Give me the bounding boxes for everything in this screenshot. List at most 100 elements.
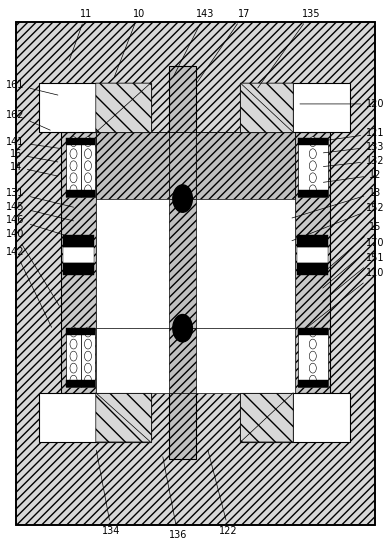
- Circle shape: [70, 351, 77, 361]
- Text: 110: 110: [300, 269, 384, 334]
- Circle shape: [84, 161, 91, 171]
- Text: 135: 135: [258, 9, 320, 88]
- Bar: [66, 328, 81, 387]
- Polygon shape: [96, 393, 151, 442]
- Bar: [39, 83, 151, 132]
- Bar: [297, 235, 328, 247]
- Text: 146: 146: [7, 215, 66, 235]
- Bar: [196, 132, 295, 199]
- Bar: [240, 393, 350, 442]
- Bar: [96, 393, 151, 442]
- Text: 15: 15: [323, 222, 382, 274]
- Bar: [240, 83, 350, 132]
- Text: 142: 142: [6, 247, 52, 327]
- Text: 141: 141: [7, 137, 60, 148]
- Bar: [66, 190, 81, 197]
- Text: 11: 11: [69, 9, 92, 60]
- Circle shape: [309, 351, 316, 361]
- Circle shape: [70, 375, 77, 385]
- Bar: [81, 328, 95, 335]
- Bar: [63, 247, 94, 263]
- Circle shape: [173, 315, 192, 342]
- Text: 170: 170: [323, 238, 385, 288]
- Circle shape: [84, 375, 91, 385]
- Text: 145: 145: [6, 202, 74, 221]
- Text: 122: 122: [208, 450, 238, 536]
- Bar: [96, 328, 169, 393]
- Circle shape: [309, 327, 316, 337]
- Bar: [297, 247, 328, 263]
- Text: 162: 162: [6, 110, 50, 130]
- Bar: [96, 83, 151, 132]
- Circle shape: [309, 375, 316, 385]
- Text: 16: 16: [9, 149, 58, 162]
- Circle shape: [70, 137, 77, 147]
- Circle shape: [84, 149, 91, 159]
- Bar: [96, 199, 295, 328]
- Bar: [61, 132, 96, 393]
- Text: 133: 133: [323, 142, 384, 153]
- Circle shape: [84, 339, 91, 349]
- Text: 17: 17: [197, 9, 251, 83]
- Bar: [169, 66, 196, 459]
- Circle shape: [70, 339, 77, 349]
- Bar: [81, 138, 95, 145]
- Bar: [66, 138, 81, 197]
- Text: 120: 120: [300, 99, 385, 109]
- Circle shape: [309, 137, 316, 147]
- Polygon shape: [240, 393, 293, 442]
- Text: 151: 151: [323, 253, 385, 301]
- Circle shape: [309, 185, 316, 195]
- Bar: [81, 190, 95, 197]
- Bar: [96, 328, 295, 393]
- Bar: [39, 393, 151, 442]
- Circle shape: [309, 149, 316, 159]
- Text: 136: 136: [163, 457, 187, 540]
- Circle shape: [84, 173, 91, 183]
- Text: 12: 12: [323, 170, 382, 182]
- Bar: [96, 132, 169, 199]
- Text: 14: 14: [9, 162, 58, 176]
- Bar: [240, 83, 293, 132]
- Polygon shape: [96, 83, 151, 132]
- Bar: [81, 380, 95, 387]
- Bar: [298, 328, 328, 387]
- Bar: [81, 138, 95, 197]
- Text: 121: 121: [323, 129, 385, 141]
- Bar: [196, 328, 295, 393]
- Text: 161: 161: [7, 80, 58, 95]
- Circle shape: [84, 363, 91, 373]
- Bar: [297, 263, 328, 275]
- Circle shape: [309, 161, 316, 171]
- Text: 10: 10: [115, 9, 145, 77]
- Bar: [169, 328, 196, 393]
- Text: 152: 152: [292, 203, 385, 241]
- Circle shape: [84, 327, 91, 337]
- Bar: [298, 380, 328, 387]
- Polygon shape: [240, 83, 293, 132]
- Bar: [298, 138, 328, 145]
- Text: 143: 143: [173, 9, 214, 77]
- Bar: [169, 199, 196, 328]
- Text: 134: 134: [96, 450, 120, 536]
- Circle shape: [70, 149, 77, 159]
- Text: 140: 140: [7, 229, 59, 306]
- Circle shape: [70, 173, 77, 183]
- Circle shape: [309, 339, 316, 349]
- Bar: [298, 190, 328, 197]
- Circle shape: [84, 351, 91, 361]
- Circle shape: [70, 327, 77, 337]
- Circle shape: [70, 185, 77, 195]
- Bar: [240, 393, 293, 442]
- Text: 13: 13: [292, 188, 382, 218]
- Circle shape: [84, 137, 91, 147]
- Circle shape: [70, 363, 77, 373]
- Bar: [298, 138, 328, 197]
- Circle shape: [309, 173, 316, 183]
- Bar: [63, 263, 94, 275]
- Bar: [295, 132, 330, 393]
- Bar: [298, 328, 328, 335]
- Bar: [66, 328, 81, 335]
- Text: 131: 131: [7, 188, 74, 207]
- Bar: [81, 328, 95, 387]
